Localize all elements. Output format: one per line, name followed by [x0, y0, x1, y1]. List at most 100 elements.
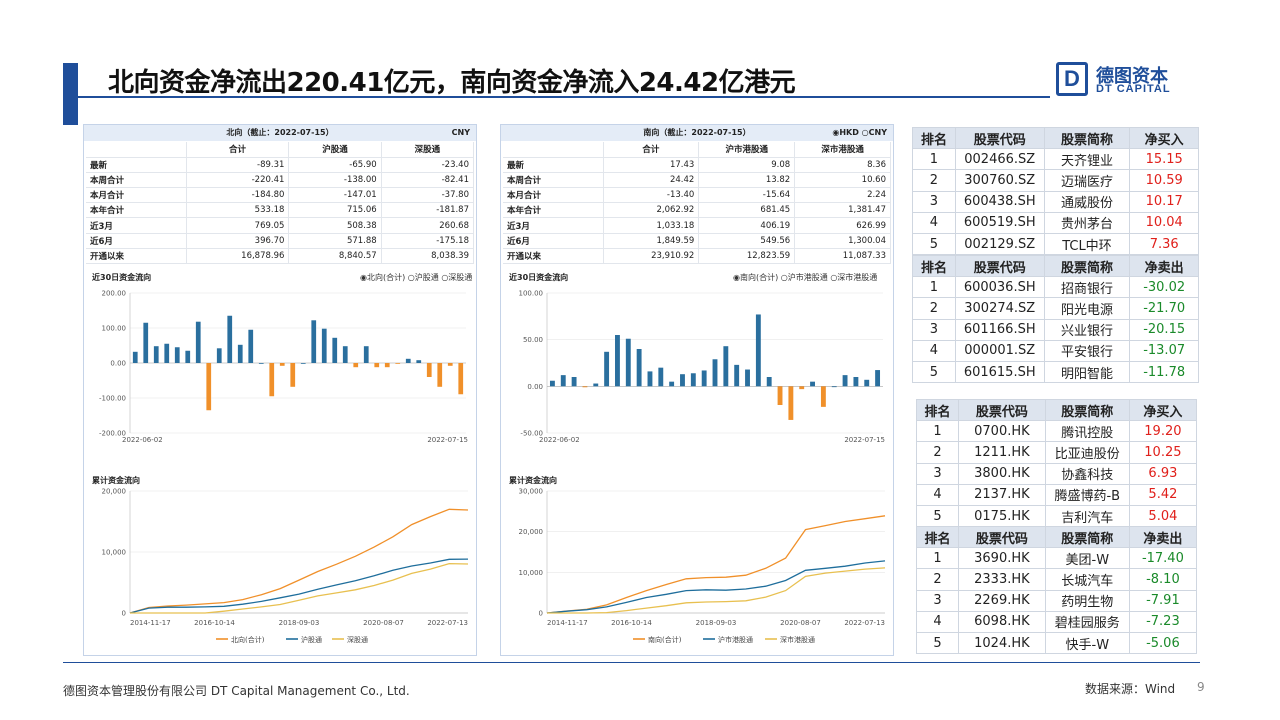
row-label: 本月合计	[86, 187, 187, 204]
table-cell: 396.70	[186, 233, 290, 249]
rank-cell: 1	[912, 148, 956, 171]
bar	[405, 358, 411, 363]
south-top-sell-table: 排名 股票代码 股票简称 净卖出 1 3690.HK 美团-W -17.40 2 2333.HK 长…	[916, 525, 1198, 655]
y-tick-label: 100.00	[519, 290, 544, 298]
south-option-sz[interactable]: ○深市港股通	[830, 273, 878, 282]
south-summary-table: 合计 沪市港股通 深市港股通 最新 17.43 9.08 8.36 本周合计 24.42 13.8…	[503, 142, 891, 265]
bar	[745, 369, 750, 387]
north-summary-table: 合计 沪股通 深股通 最新 -89.31 -65.90 -23.40 本周合计 -220.41-…	[86, 142, 475, 265]
rank-col-header: 股票简称	[1044, 398, 1130, 422]
x-tick-label: 2018-09-03	[696, 619, 737, 627]
table-cell: 8,038.39	[381, 248, 475, 265]
north-flow30-options[interactable]: ◉北向(合计) ○沪股通 ○深股通	[360, 272, 472, 283]
y-tick-label: 0	[122, 610, 126, 618]
rank-cell: 2	[916, 568, 959, 591]
north-panel-header: 北向（截止：2022-07-15） CNY	[84, 125, 476, 141]
north-option-total[interactable]: ◉北向(合计)	[360, 273, 406, 282]
table-cell: -13.40	[603, 187, 700, 204]
row-label: 近3月	[503, 217, 604, 234]
rank-col-header: 股票简称	[1043, 126, 1131, 150]
net-amount: -7.91	[1128, 589, 1198, 612]
y-tick-label: 30,000	[519, 488, 544, 496]
y-tick-label: 20,000	[519, 528, 544, 536]
south-panel: 南向（截止：2022-07-15） ◉HKD ○CNY 合计 沪市港股通 深市港股通…	[500, 124, 894, 656]
bar	[831, 386, 837, 388]
net-amount: 6.93	[1128, 462, 1198, 485]
bar	[185, 350, 191, 363]
y-tick-label: 10,000	[519, 569, 544, 577]
row-label: 本年合计	[86, 202, 187, 219]
rank-col-header: 排名	[912, 126, 956, 150]
bar	[582, 386, 588, 388]
south-corner	[503, 142, 604, 158]
south-option-sh[interactable]: ○沪市港股通	[780, 273, 828, 282]
table-cell: -184.80	[186, 187, 290, 204]
net-amount: 10.04	[1129, 211, 1199, 234]
table-cell: 10.60	[794, 172, 891, 189]
bar	[311, 320, 317, 363]
rank-cell: 5	[912, 360, 956, 384]
table-cell: 9.08	[698, 157, 796, 173]
net-amount: -13.07	[1129, 339, 1199, 362]
rank-col-header: 排名	[916, 398, 959, 422]
stock-code: 300274.SZ	[954, 297, 1045, 320]
north-option-sz[interactable]: ○深股通	[441, 273, 473, 282]
bar	[604, 351, 610, 387]
stock-code: 1211.HK	[958, 441, 1046, 464]
south-top-buy-table: 排名 股票代码 股票简称 净买入 1 0700.HK 腾讯控股 19.20 2 1211.HK 比亚…	[916, 398, 1198, 528]
south-col-header: 沪市港股通	[698, 142, 796, 158]
rank-col-header: 净卖出	[1129, 254, 1199, 278]
north-top-buy-table: 排名 股票代码 股票简称 净买入 1 002466.SZ 天齐锂业 15.15 2 300760.…	[912, 126, 1199, 256]
legend-label: 沪市港股通	[718, 635, 753, 644]
bar	[723, 346, 729, 387]
stock-code: 1024.HK	[958, 631, 1046, 655]
series-line	[546, 560, 886, 614]
table-row: 5 002129.SZ TCL中环 7.36	[912, 232, 1199, 256]
stock-code: 300760.SZ	[954, 169, 1045, 192]
bar	[625, 338, 631, 387]
bar	[447, 363, 453, 366]
legend-label: 深股通	[347, 635, 368, 644]
south-header-title: 南向（截止：2022-07-15）	[643, 128, 751, 137]
net-amount: -8.10	[1128, 568, 1198, 591]
net-amount: 7.36	[1129, 232, 1199, 256]
bar	[269, 363, 275, 397]
south-option-total[interactable]: ◉南向(合计)	[733, 273, 779, 282]
stock-name: 招商银行	[1043, 276, 1131, 299]
south-flow30-options[interactable]: ◉南向(合计) ○沪市港股通 ○深市港股通	[733, 272, 877, 283]
bar	[669, 381, 675, 387]
table-cell: 549.56	[698, 233, 796, 249]
table-row: 近3月 769.05 508.38 260.68	[86, 217, 475, 234]
north-panel: 北向（截止：2022-07-15） CNY 合计 沪股通 深股通 最新 -89.31 -6…	[83, 124, 477, 656]
x-tick-label: 2014-11-17	[547, 619, 588, 627]
table-cell: 16,878.96	[186, 248, 290, 265]
legend-label: 深市港股通	[780, 635, 815, 644]
bar	[279, 363, 285, 366]
x-tick-label: 2022-06-02	[539, 436, 580, 444]
stock-name: 协鑫科技	[1044, 462, 1130, 485]
table-row: 近6月 396.70 571.88 -175.18	[86, 233, 475, 249]
x-tick-label: 2016-10-14	[194, 619, 235, 627]
stock-name: 兴业银行	[1043, 318, 1131, 341]
south-flow30-title: 近30日资金流向	[509, 273, 569, 282]
row-label: 近6月	[86, 233, 187, 249]
bar	[206, 363, 212, 411]
x-tick-label: 2020-08-07	[780, 619, 821, 627]
bar	[820, 386, 826, 407]
x-tick-label: 2018-09-03	[279, 619, 320, 627]
table-row: 3 601166.SH 兴业银行 -20.15	[912, 318, 1199, 341]
south-currency-options[interactable]: ◉HKD ○CNY	[832, 128, 887, 137]
bar	[658, 367, 664, 387]
bar	[237, 344, 243, 363]
rank-col-header: 股票代码	[954, 254, 1045, 278]
bar	[426, 363, 432, 377]
stock-code: 002129.SZ	[954, 232, 1045, 256]
table-cell: 1,033.18	[603, 217, 700, 234]
north-option-sh[interactable]: ○沪股通	[407, 273, 439, 282]
table-row: 近6月 1,849.59 549.56 1,300.04	[503, 233, 891, 249]
rank-cell: 5	[912, 232, 956, 256]
stock-name: 比亚迪股份	[1044, 441, 1130, 464]
x-tick-label: 2014-11-17	[130, 619, 171, 627]
stock-code: 601615.SH	[954, 360, 1045, 384]
table-row: 本月合计 -13.40 -15.64 2.24	[503, 187, 891, 204]
